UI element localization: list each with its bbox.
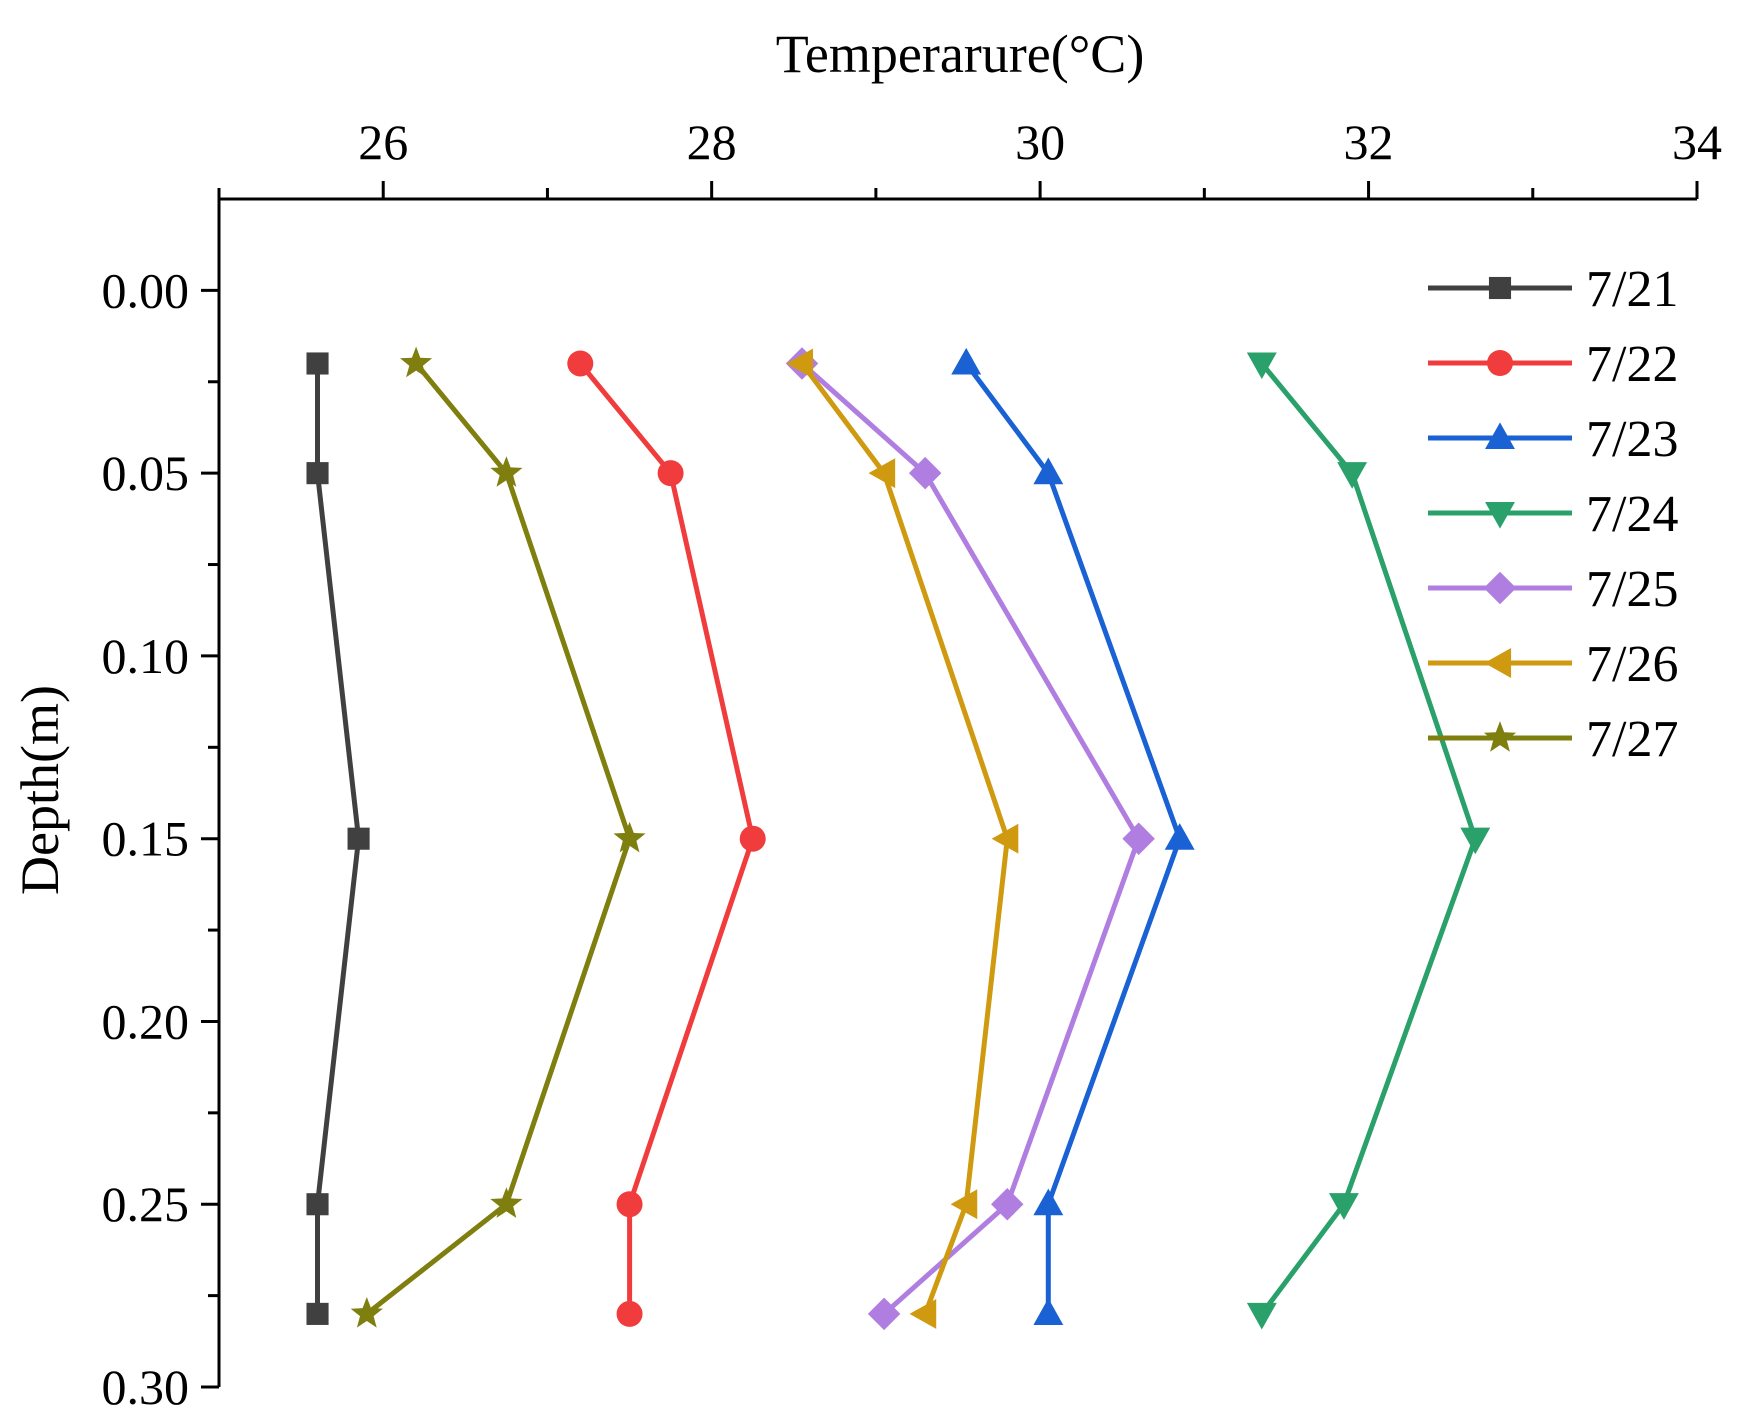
data-point — [1246, 352, 1277, 380]
x-tick-label: 28 — [687, 114, 737, 170]
data-point — [400, 346, 433, 378]
series-line — [799, 362, 1010, 1315]
legend-entry: 7/21 — [1428, 261, 1678, 318]
series-line — [578, 361, 756, 1314]
data-point — [1337, 462, 1368, 489]
y-tick-label: 0.00 — [102, 262, 190, 318]
data-point — [613, 821, 646, 853]
data-point — [657, 460, 684, 487]
data-point — [868, 458, 896, 489]
legend-entry: 7/22 — [1428, 336, 1678, 393]
x-tick-label: 34 — [1672, 114, 1722, 170]
data-point — [1033, 457, 1064, 485]
series-line — [365, 361, 633, 1316]
data-point — [1328, 1193, 1359, 1220]
y-tick-label: 0.30 — [102, 1359, 190, 1415]
y-axis-title: Depth(m) — [10, 685, 70, 895]
series-7/21 — [306, 352, 370, 1325]
data-point — [616, 1191, 643, 1218]
legend-label: 7/26 — [1586, 636, 1678, 693]
legend-label: 7/24 — [1586, 486, 1678, 543]
series-7/23 — [951, 347, 1195, 1325]
data-point — [909, 1298, 937, 1329]
data-point — [306, 1302, 329, 1325]
y-tick-label: 0.25 — [102, 1176, 190, 1232]
series-7/27 — [350, 346, 646, 1328]
y-tick-label: 0.20 — [102, 993, 190, 1049]
data-point — [350, 1297, 383, 1328]
data-point — [867, 1297, 901, 1331]
legend-label: 7/21 — [1586, 261, 1678, 318]
legend-marker — [1484, 648, 1512, 678]
x-axis-title: Temperarure(°C) — [776, 24, 1145, 84]
data-point — [1122, 822, 1155, 855]
data-point — [786, 348, 814, 379]
data-point — [347, 827, 370, 850]
data-point — [490, 1187, 523, 1218]
data-point — [739, 825, 766, 852]
legend-marker — [1485, 501, 1515, 529]
series-line — [1259, 361, 1478, 1316]
data-point — [991, 823, 1019, 854]
data-point — [1164, 823, 1195, 850]
data-point — [616, 1300, 643, 1327]
legend-marker — [1487, 350, 1513, 376]
legend-label: 7/23 — [1586, 411, 1678, 468]
data-point — [1246, 1302, 1277, 1330]
data-point — [951, 347, 982, 375]
legend-marker — [1483, 721, 1517, 752]
data-point — [950, 1189, 978, 1220]
axes: 26 28 30 32 34 0.00 0.05 0.10 0.15 0.20 0.25 0.30 — [102, 114, 1723, 1415]
series-7/26 — [786, 348, 1019, 1329]
legend-marker — [1483, 571, 1517, 605]
data-point — [991, 1187, 1024, 1221]
legend-marker — [1485, 422, 1515, 450]
x-tick-label: 26 — [358, 114, 408, 170]
series-7/22 — [567, 350, 766, 1327]
data-point — [908, 456, 942, 490]
plot-area — [306, 346, 1491, 1331]
legend-label: 7/27 — [1586, 711, 1678, 768]
legend-entry: 7/27 — [1428, 711, 1678, 768]
data-point — [1033, 1188, 1064, 1216]
x-tick-label: 30 — [1015, 114, 1065, 170]
y-tick-label: 0.15 — [102, 811, 190, 867]
legend-entry: 7/24 — [1428, 486, 1678, 543]
legend-entry: 7/23 — [1428, 411, 1678, 468]
legend-entry: 7/25 — [1428, 561, 1678, 618]
y-tick-label: 0.05 — [102, 445, 190, 501]
x-tick-label: 32 — [1344, 114, 1394, 170]
data-point — [306, 1193, 329, 1216]
data-point — [306, 462, 329, 485]
legend-marker — [1488, 276, 1512, 300]
legend-label: 7/22 — [1586, 336, 1678, 393]
legend-entry: 7/26 — [1428, 636, 1678, 693]
y-tick-label: 0.10 — [102, 628, 190, 684]
data-point — [306, 352, 329, 375]
data-point — [567, 350, 594, 377]
data-point — [490, 456, 523, 487]
legend-label: 7/25 — [1586, 561, 1678, 618]
legend: 7/21 7/22 7/23 7/24 7/25 7/26 7/27 — [1428, 261, 1678, 768]
data-point — [1460, 827, 1491, 855]
data-point — [1033, 1298, 1064, 1325]
series-7/24 — [1246, 352, 1491, 1330]
